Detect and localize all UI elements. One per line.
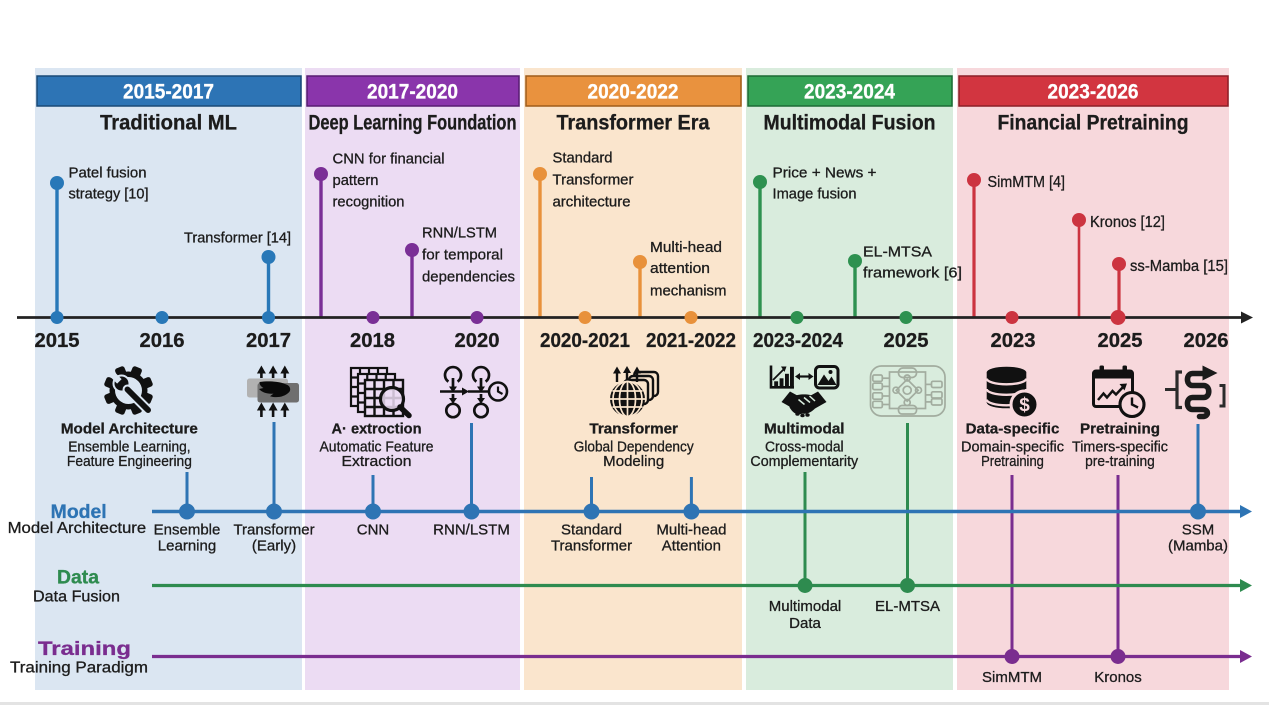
svg-text:$: $: [1019, 395, 1030, 416]
svg-text:2021-2022: 2021-2022: [646, 330, 736, 352]
svg-text:CNN for financial: CNN for financial: [333, 151, 445, 168]
svg-text:SimMTM: SimMTM: [982, 669, 1042, 686]
svg-text:Transformer: Transformer: [233, 522, 314, 539]
svg-text:Transformer: Transformer: [551, 538, 632, 555]
svg-text:Transformer Era: Transformer Era: [557, 112, 710, 135]
svg-text:Kronos: Kronos: [1094, 669, 1142, 686]
svg-text:Transformer: Transformer: [589, 421, 678, 438]
svg-text:SimMTM [4]: SimMTM [4]: [988, 174, 1066, 191]
svg-text:Price + News +: Price + News +: [773, 164, 877, 181]
svg-text:Attention: Attention: [662, 538, 721, 555]
svg-text:Data-specific: Data-specific: [966, 421, 1060, 438]
svg-text:Data: Data: [789, 615, 821, 632]
svg-text:Model Architecture: Model Architecture: [8, 520, 147, 537]
svg-text:pattern: pattern: [333, 172, 379, 189]
svg-text:Pretraining: Pretraining: [981, 454, 1044, 470]
svg-text:2017: 2017: [246, 330, 291, 352]
svg-text:for temporal: for temporal: [422, 247, 503, 264]
svg-text:Multi-head: Multi-head: [656, 522, 726, 539]
svg-text:RNN/LSTM: RNN/LSTM: [433, 522, 510, 539]
svg-text:2017-2020: 2017-2020: [367, 81, 458, 104]
svg-text:Training: Training: [38, 639, 131, 660]
svg-text:Feature Engineering: Feature Engineering: [67, 454, 192, 470]
svg-text:Data Fusion: Data Fusion: [33, 589, 120, 606]
svg-text:architecture: architecture: [553, 193, 631, 210]
svg-text:SSM: SSM: [1182, 522, 1215, 539]
svg-text:Ensemble: Ensemble: [154, 522, 221, 539]
svg-text:2015: 2015: [35, 330, 80, 352]
svg-text:Multimodal: Multimodal: [764, 421, 845, 438]
svg-text:2025: 2025: [1098, 330, 1143, 352]
svg-text:Model: Model: [51, 502, 107, 523]
svg-text:Training Paradigm: Training Paradigm: [10, 660, 148, 677]
svg-text:2020: 2020: [455, 330, 500, 352]
svg-text:Image fusion: Image fusion: [773, 186, 857, 203]
svg-text:Standard: Standard: [561, 522, 622, 539]
svg-text:ss-Mamba [15]: ss-Mamba [15]: [1130, 258, 1228, 275]
svg-text:Pretraining: Pretraining: [1080, 421, 1160, 438]
svg-text:Data: Data: [57, 568, 99, 589]
svg-text:Traditional ML: Traditional ML: [100, 112, 237, 135]
svg-text:2026: 2026: [1184, 330, 1229, 352]
svg-text:Transformer [14]: Transformer [14]: [184, 230, 291, 247]
svg-text:2025: 2025: [884, 330, 929, 352]
svg-text:2023-2024: 2023-2024: [753, 330, 844, 352]
svg-text:(Early): (Early): [252, 538, 296, 555]
svg-text:2023: 2023: [991, 330, 1036, 352]
svg-text:EL-MTSA: EL-MTSA: [863, 243, 932, 260]
svg-text:Financial Pretraining: Financial Pretraining: [998, 112, 1189, 135]
svg-text:Automatic Feature: Automatic Feature: [320, 440, 434, 456]
svg-text:Multi-head: Multi-head: [650, 239, 722, 256]
svg-text:2020-2022: 2020-2022: [588, 81, 679, 104]
svg-text:EL-MTSA: EL-MTSA: [875, 598, 940, 615]
svg-text:Patel fusion: Patel fusion: [69, 165, 147, 182]
svg-text:2023-2024: 2023-2024: [804, 81, 895, 104]
svg-text:Multimodal: Multimodal: [769, 598, 842, 615]
svg-text:2018: 2018: [350, 330, 395, 352]
svg-text:Model Architecture: Model Architecture: [61, 421, 198, 438]
svg-text:Standard: Standard: [553, 150, 613, 167]
svg-text:Complementarity: Complementarity: [750, 454, 859, 470]
svg-text:Learning: Learning: [158, 538, 216, 555]
svg-text:Ensemble Learning,: Ensemble Learning,: [68, 440, 190, 456]
svg-text:Global Dependency: Global Dependency: [574, 440, 695, 456]
svg-text:RNN/LSTM: RNN/LSTM: [422, 224, 497, 241]
svg-text:dependencies: dependencies: [422, 269, 515, 286]
svg-text:Multimodal Fusion: Multimodal Fusion: [764, 112, 936, 135]
svg-text:2016: 2016: [140, 330, 185, 352]
svg-text:framework [6]: framework [6]: [863, 265, 962, 282]
svg-text:Modeling: Modeling: [603, 454, 664, 470]
svg-text:2020-2021: 2020-2021: [540, 330, 630, 352]
svg-text:Domain-specific: Domain-specific: [961, 440, 1064, 456]
svg-text:attention: attention: [650, 260, 710, 277]
svg-text:CNN: CNN: [357, 522, 390, 539]
svg-text:strategy [10]: strategy [10]: [69, 186, 149, 203]
svg-text:A· extroction: A· extroction: [332, 421, 422, 438]
svg-text:Cross-modal: Cross-modal: [765, 440, 844, 456]
svg-text:mechanism: mechanism: [650, 282, 727, 299]
svg-text:2023-2026: 2023-2026: [1048, 81, 1139, 104]
svg-text:(Mamba): (Mamba): [1168, 538, 1228, 555]
svg-text:Kronos [12]: Kronos [12]: [1090, 214, 1165, 231]
svg-text:Timers-specific: Timers-specific: [1072, 440, 1168, 456]
svg-text:recognition: recognition: [333, 194, 405, 211]
svg-text:Extraction: Extraction: [342, 454, 412, 470]
svg-text:2015-2017: 2015-2017: [123, 81, 214, 104]
svg-text:Deep Learning Foundation: Deep Learning Foundation: [309, 112, 517, 135]
svg-text:pre-training: pre-training: [1085, 454, 1155, 470]
svg-text:Transformer: Transformer: [553, 172, 634, 189]
